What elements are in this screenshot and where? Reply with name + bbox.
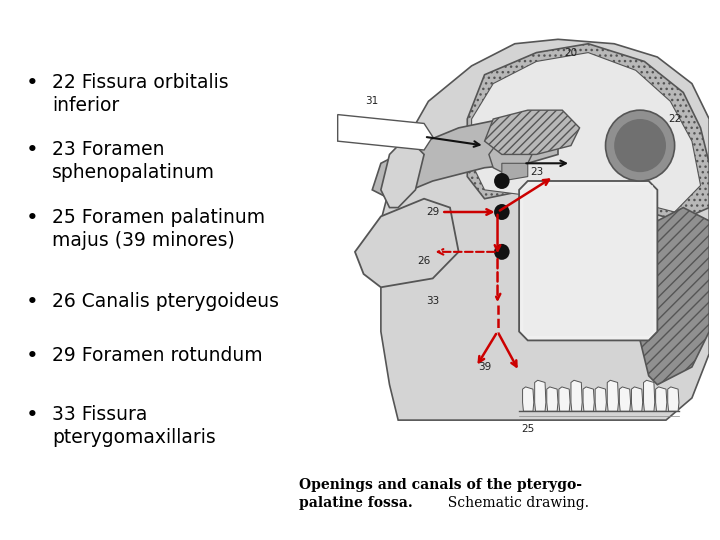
Text: Schematic drawing.: Schematic drawing.: [299, 478, 589, 510]
Text: 25: 25: [521, 424, 534, 434]
Polygon shape: [519, 181, 657, 340]
Polygon shape: [381, 137, 424, 207]
Polygon shape: [546, 387, 558, 411]
Polygon shape: [381, 39, 709, 420]
Polygon shape: [631, 387, 643, 411]
Polygon shape: [355, 199, 459, 287]
Text: 26 Canalis pterygoideus: 26 Canalis pterygoideus: [52, 292, 279, 310]
Text: 29: 29: [426, 207, 439, 217]
Text: 31: 31: [366, 96, 379, 106]
Circle shape: [606, 110, 675, 181]
Polygon shape: [644, 380, 654, 411]
Text: 20: 20: [564, 48, 577, 58]
Text: 23 Foramen
sphenopalatinum: 23 Foramen sphenopalatinum: [52, 140, 215, 182]
Polygon shape: [571, 380, 582, 411]
Polygon shape: [559, 387, 570, 411]
Polygon shape: [667, 387, 679, 411]
Polygon shape: [502, 163, 528, 181]
Polygon shape: [338, 114, 433, 150]
Text: 23: 23: [530, 167, 543, 177]
Circle shape: [614, 119, 666, 172]
Polygon shape: [619, 387, 631, 411]
Polygon shape: [523, 185, 653, 336]
Polygon shape: [656, 387, 667, 411]
Text: •: •: [26, 346, 39, 366]
Polygon shape: [489, 132, 536, 172]
Circle shape: [494, 173, 510, 189]
Text: 33: 33: [426, 295, 439, 306]
Text: Openings and canals of the pterygo-
palatine fossa.: Openings and canals of the pterygo- pala…: [299, 478, 582, 510]
Text: •: •: [26, 292, 39, 312]
Polygon shape: [467, 44, 709, 221]
Polygon shape: [535, 380, 546, 411]
Text: 39: 39: [478, 362, 491, 372]
Circle shape: [494, 204, 510, 220]
Text: 26: 26: [418, 256, 431, 266]
Polygon shape: [607, 380, 618, 411]
Text: 22: 22: [668, 114, 681, 124]
Polygon shape: [372, 119, 558, 199]
Text: 25 Foramen palatinum
majus (39 minores): 25 Foramen palatinum majus (39 minores): [52, 208, 265, 249]
Text: 33 Fissura
pterygomaxillaris: 33 Fissura pterygomaxillaris: [52, 405, 215, 447]
Text: •: •: [26, 208, 39, 228]
Polygon shape: [640, 207, 709, 384]
Polygon shape: [472, 52, 701, 212]
Text: 29 Foramen rotundum: 29 Foramen rotundum: [52, 346, 263, 365]
Circle shape: [494, 244, 510, 260]
Polygon shape: [595, 387, 606, 411]
Polygon shape: [519, 181, 657, 340]
Text: 22 Fissura orbitalis
inferior: 22 Fissura orbitalis inferior: [52, 73, 228, 114]
Polygon shape: [523, 387, 534, 411]
Polygon shape: [583, 387, 594, 411]
Text: •: •: [26, 405, 39, 425]
Polygon shape: [485, 110, 580, 154]
Text: •: •: [26, 73, 39, 93]
Text: •: •: [26, 140, 39, 160]
